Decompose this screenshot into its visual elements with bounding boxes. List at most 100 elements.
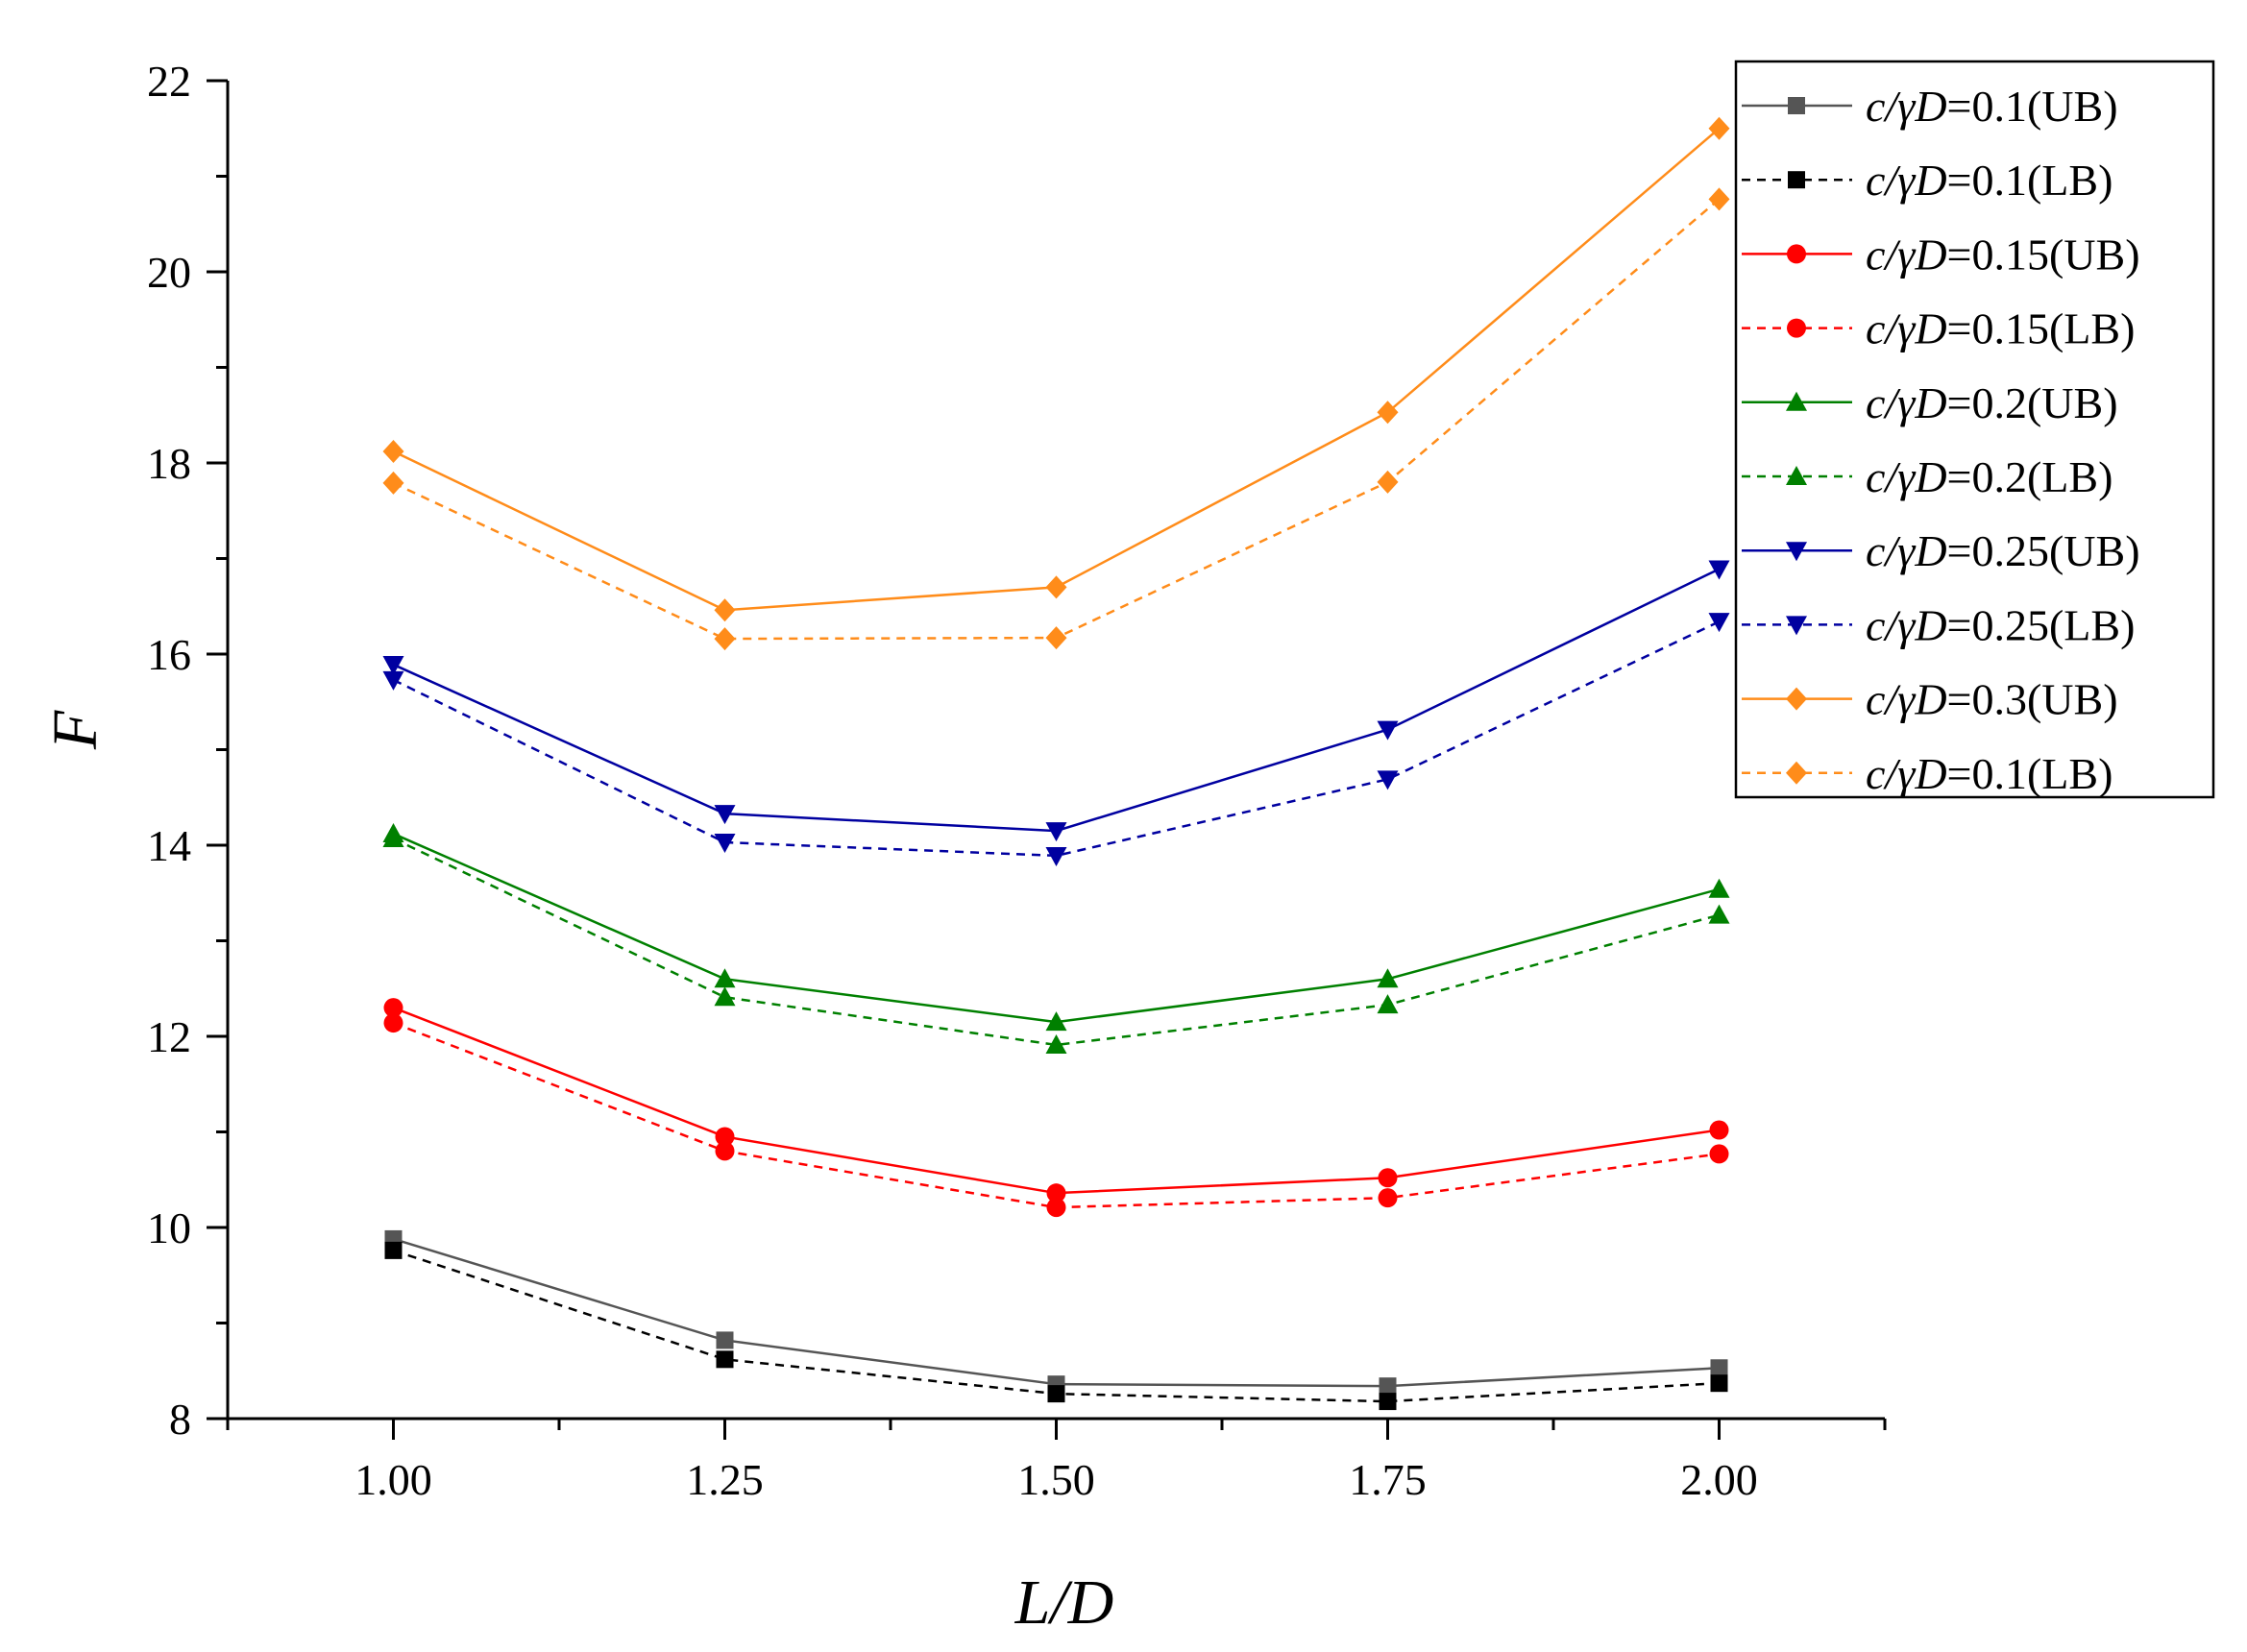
y-tick-label: 22 (147, 57, 191, 106)
data-point (382, 670, 404, 691)
data-point (1377, 470, 1399, 494)
data-point (1708, 878, 1730, 898)
data-point (714, 627, 736, 651)
data-point (1708, 560, 1730, 580)
data-point (1045, 846, 1067, 866)
data-point (1377, 994, 1399, 1014)
legend-item: c/γD=0.1(LB) (1742, 156, 2113, 205)
data-point (1708, 187, 1730, 211)
x-tick-label: 1.50 (1017, 1455, 1095, 1504)
data-point (1708, 904, 1730, 924)
data-point (1708, 613, 1730, 633)
data-point (384, 1241, 403, 1259)
data-point (714, 805, 736, 825)
data-point (1379, 1377, 1397, 1396)
series-8 (382, 613, 1730, 866)
legend-item: c/γD=0.15(UB) (1742, 230, 2140, 279)
data-point (382, 828, 404, 848)
data-point (1046, 1198, 1066, 1218)
data-point (714, 986, 736, 1007)
legend-marker (1786, 542, 1807, 562)
legend-marker (1788, 171, 1805, 189)
legend-label: c/γD=0.2(LB) (1866, 452, 2113, 501)
legend-label: c/γD=0.2(UB) (1866, 378, 2118, 427)
legend-marker (1787, 244, 1806, 264)
legend-label: c/γD=0.1(LB) (1866, 749, 2113, 798)
legend-item: c/γD=0.15(LB) (1742, 304, 2135, 353)
data-point (715, 1141, 735, 1161)
x-tick-label: 1.75 (1349, 1455, 1427, 1504)
legend-box (1734, 60, 2215, 799)
legend-item: c/γD=0.1(LB) (1742, 749, 2113, 798)
data-point (714, 598, 736, 622)
data-point (382, 471, 404, 495)
data-point (1710, 1374, 1728, 1393)
x-axis-title: L/D (1014, 1567, 1114, 1638)
data-point (1708, 116, 1730, 140)
data-point (715, 1127, 735, 1147)
legend-marker (1786, 466, 1807, 485)
series-10 (382, 187, 1730, 651)
y-tick-label: 20 (147, 248, 191, 297)
y-tick-label: 10 (147, 1203, 191, 1252)
data-point (383, 998, 403, 1018)
legend-item: c/γD=0.2(LB) (1742, 452, 2113, 501)
series-line (392, 198, 1721, 641)
data-point (1045, 1033, 1067, 1054)
y-tick-label: 8 (169, 1395, 191, 1444)
legend-marker (1787, 318, 1806, 338)
legend: c/γD=0.1(UB) c/γD=0.1(LB) c/γD=0.15(UB) c/γ… (1734, 60, 2215, 799)
series-group (382, 116, 1730, 1411)
legend-item: c/γD=0.1(UB) (1742, 82, 2118, 131)
data-point (1046, 1183, 1066, 1203)
y-axis-title: F (40, 710, 110, 750)
legend-marker (1788, 97, 1805, 114)
legend-marker (1786, 391, 1807, 411)
series-line (392, 568, 1721, 833)
data-point (1378, 1168, 1398, 1188)
data-point (1377, 770, 1399, 790)
data-point (1045, 1011, 1067, 1032)
data-point (1045, 626, 1067, 650)
legend-marker (1786, 616, 1807, 636)
legend-marker (1786, 761, 1807, 785)
data-point (1377, 968, 1399, 988)
legend-item: c/γD=0.2(UB) (1742, 378, 2118, 427)
legend-label: c/γD=0.25(LB) (1866, 600, 2135, 649)
data-point (714, 834, 736, 854)
data-point (1045, 822, 1067, 842)
data-point (1377, 401, 1399, 425)
series-6 (382, 828, 1730, 1054)
legend-label: c/γD=0.15(LB) (1866, 304, 2135, 353)
data-point (1379, 1393, 1397, 1411)
data-point (1709, 1144, 1729, 1164)
legend-marker (1786, 687, 1807, 711)
series-7 (382, 560, 1730, 842)
series-9 (382, 116, 1730, 622)
data-point (382, 655, 404, 675)
data-point (1378, 1188, 1398, 1208)
legend-label: c/γD=0.25(UB) (1866, 526, 2140, 575)
data-point (383, 1013, 403, 1033)
data-point (716, 1331, 734, 1349)
data-point (1710, 1359, 1728, 1377)
series-line (393, 1021, 1720, 1209)
legend-label: c/γD=0.15(UB) (1866, 230, 2140, 279)
x-tick-label: 1.00 (354, 1455, 432, 1504)
legend-item: c/γD=0.3(UB) (1742, 675, 2118, 724)
x-tick-label: 1.25 (686, 1455, 764, 1504)
y-tick-label: 18 (147, 439, 191, 488)
axes: 1.00 1.25 1.50 1.75 2.00 8 10 12 14 16 18 20 22 (147, 57, 1887, 1504)
series-3 (383, 998, 1729, 1203)
data-point (382, 440, 404, 464)
legend-item: c/γD=0.25(UB) (1742, 526, 2140, 575)
legend-label: c/γD=0.3(UB) (1866, 675, 2118, 724)
data-point (1045, 575, 1067, 599)
y-tick-label: 14 (147, 821, 191, 870)
data-point (1709, 1120, 1729, 1140)
data-point (716, 1350, 734, 1369)
series-4 (383, 1013, 1729, 1218)
data-point (1047, 1385, 1065, 1403)
